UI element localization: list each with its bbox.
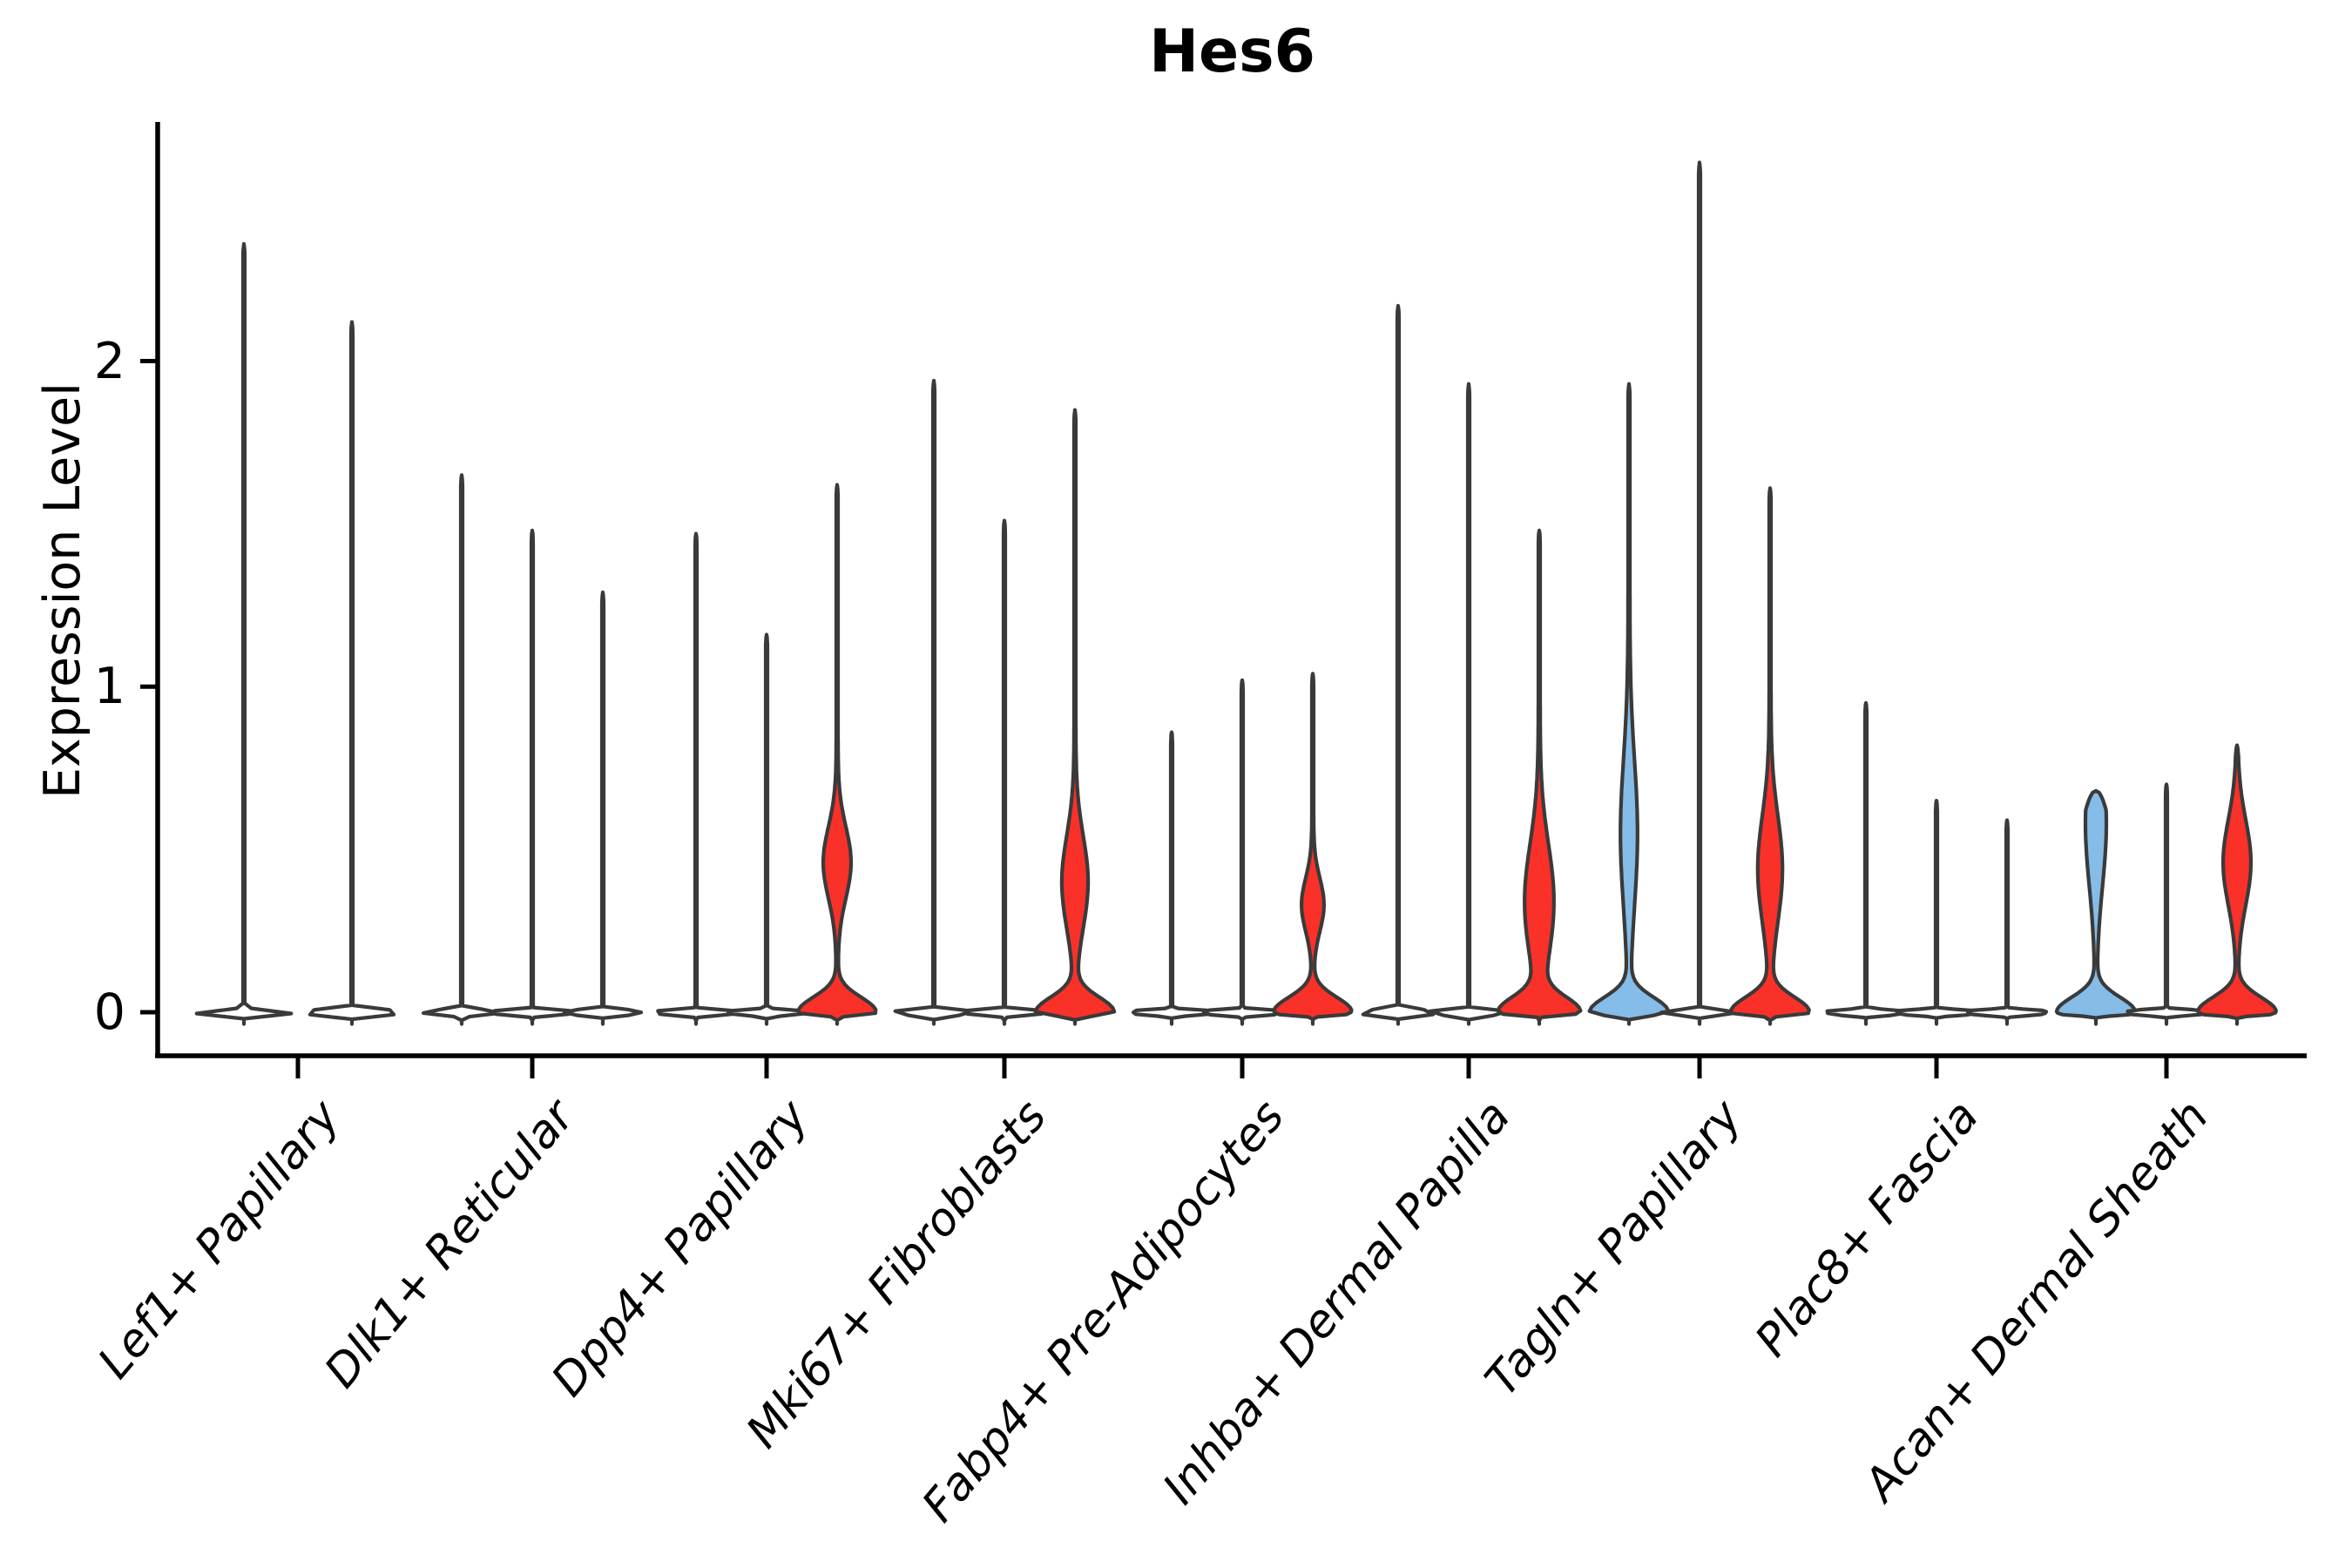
violin-dpp4-papillary-0 bbox=[656, 531, 736, 1026]
violin-acan-dermal-sheath-1 bbox=[2126, 782, 2207, 1026]
violin-dpp4-papillary-2 bbox=[796, 483, 878, 1026]
chart-title: Hes6 bbox=[1149, 17, 1315, 86]
violin-lef1-papillary-0 bbox=[194, 241, 294, 1026]
violin-plac8-fascia-0 bbox=[1825, 700, 1907, 1026]
y-tick-label: 2 bbox=[93, 332, 125, 390]
violin-plac8-fascia-2 bbox=[1965, 818, 2049, 1026]
violin-inhba-dermal-papilla-0 bbox=[1361, 303, 1436, 1026]
violin-acan-dermal-sheath-0 bbox=[2054, 788, 2138, 1026]
violin-plac8-fascia-1 bbox=[1895, 799, 1978, 1026]
violin-inhba-dermal-papilla-2 bbox=[1496, 528, 1583, 1026]
violin-dlk1-reticular-2 bbox=[562, 590, 644, 1026]
violin-dpp4-papillary-1 bbox=[726, 632, 808, 1026]
violin-inhba-dermal-papilla-1 bbox=[1428, 382, 1510, 1026]
violin-fabp4-pre-adipocytes-1 bbox=[1201, 678, 1283, 1026]
violin-fabp4-pre-adipocytes-0 bbox=[1131, 730, 1213, 1026]
violin-fabp4-pre-adipocytes-2 bbox=[1272, 672, 1354, 1026]
violin-mki67-fibroblasts-2 bbox=[1033, 408, 1117, 1026]
violin-dlk1-reticular-1 bbox=[492, 528, 572, 1026]
violin-mki67-fibroblasts-1 bbox=[965, 518, 1044, 1026]
violin-tagln-papillary-0 bbox=[1587, 382, 1671, 1026]
violin-acan-dermal-sheath-2 bbox=[2196, 743, 2278, 1026]
y-tick-label: 0 bbox=[93, 983, 125, 1041]
violin-tagln-papillary-1 bbox=[1659, 160, 1740, 1026]
violin-tagln-papillary-2 bbox=[1729, 486, 1811, 1026]
y-tick-label: 1 bbox=[93, 658, 125, 716]
violin-lef1-papillary-1 bbox=[308, 320, 396, 1026]
violin-dlk1-reticular-0 bbox=[422, 473, 502, 1026]
violin-mki67-fibroblasts-0 bbox=[893, 378, 975, 1026]
